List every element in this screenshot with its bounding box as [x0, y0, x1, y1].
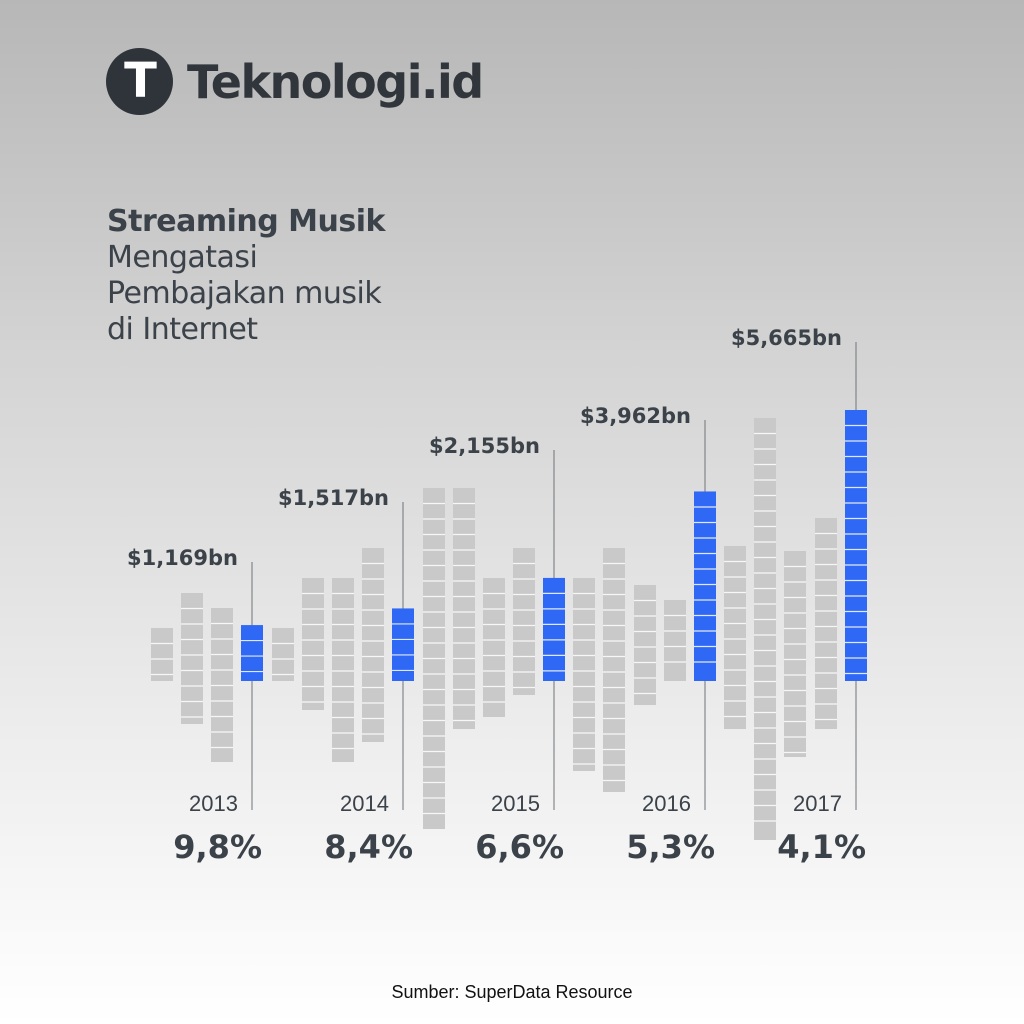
year-label: 2014 [340, 791, 389, 816]
decorative-bar [573, 578, 595, 771]
decorative-bar [724, 546, 746, 729]
source-note: Sumber: SuperData Resource [391, 982, 633, 1002]
percent-label: 4,1% [777, 828, 866, 866]
decorative-bar [513, 548, 535, 695]
decorative-bar [453, 488, 475, 729]
decorative-bar [151, 628, 173, 681]
heading-bold: Streaming Musik [107, 204, 385, 239]
heading-line: Pembajakan musik [107, 276, 382, 311]
year-label: 2017 [793, 791, 842, 816]
value-label: $1,169bn [127, 546, 238, 570]
year-label: 2015 [491, 791, 540, 816]
percent-label: 6,6% [475, 828, 564, 866]
decorative-bar [634, 585, 656, 705]
value-label: $3,962bn [580, 404, 691, 428]
decorative-bar [362, 548, 384, 742]
chart-heading: Streaming Musik Mengatasi Pembajakan mus… [107, 204, 385, 348]
heading-line: di Internet [107, 312, 258, 347]
value-label: $2,155bn [429, 434, 540, 458]
year-label: 2013 [189, 791, 238, 816]
data-bar-2013 [241, 625, 263, 681]
logo-mark-icon: T [106, 48, 173, 115]
year-label: 2016 [642, 791, 691, 816]
decorative-bar [302, 578, 324, 710]
brand-name: Teknologi.id [187, 54, 484, 109]
decorative-bar [754, 418, 776, 840]
decorative-bar [815, 518, 837, 729]
data-bar-2016 [694, 491, 716, 681]
data-bar-2017 [845, 410, 867, 681]
percent-label: 9,8% [173, 828, 262, 866]
decorative-bar [181, 593, 203, 724]
decorative-bar [664, 600, 686, 681]
percent-label: 8,4% [324, 828, 413, 866]
heading-line: Mengatasi [107, 240, 258, 275]
value-label: $5,665bn [731, 326, 842, 350]
decorative-bar [483, 578, 505, 717]
decorative-bar [272, 628, 294, 681]
percent-label: 5,3% [626, 828, 715, 866]
brand-logo: T Teknologi.id [106, 48, 484, 115]
decorative-bar [332, 578, 354, 762]
value-label: $1,517bn [278, 486, 389, 510]
decorative-bar [603, 548, 625, 792]
data-bar-2014 [392, 608, 414, 681]
